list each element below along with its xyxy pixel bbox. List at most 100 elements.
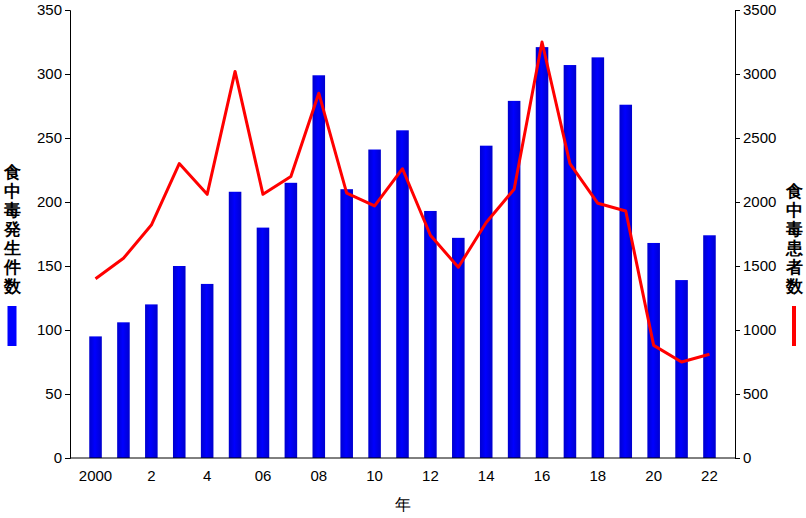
tick-label: 0 xyxy=(54,449,62,466)
bar xyxy=(703,235,716,458)
tick-label: 16 xyxy=(534,467,551,484)
tick-label: 200 xyxy=(37,193,62,210)
tick-label: 18 xyxy=(589,467,606,484)
legend-swatch xyxy=(792,306,796,346)
tick-mark xyxy=(65,330,70,331)
bar xyxy=(257,228,270,458)
tick-label: 06 xyxy=(255,467,272,484)
tick-label: 08 xyxy=(310,467,327,484)
bar xyxy=(424,211,437,458)
tick-label: 1000 xyxy=(743,321,776,338)
tick: 20 xyxy=(645,458,662,484)
tick-label: 20 xyxy=(645,467,662,484)
tick-mark xyxy=(65,266,70,267)
tick: 18 xyxy=(589,458,606,484)
tick-mark xyxy=(65,394,70,395)
y2-axis: 0 500 1000 1500 2000 2500 3000 3500 xyxy=(735,1,776,466)
tick: 4 xyxy=(203,458,211,484)
tick: 22 xyxy=(701,458,718,484)
tick-label: 2 xyxy=(147,467,155,484)
tick-mark xyxy=(735,330,740,331)
tick: 2 xyxy=(147,458,155,484)
tick-mark xyxy=(735,74,740,75)
tick-label: 350 xyxy=(37,1,62,18)
tick-mark xyxy=(65,10,70,11)
tick-label: 150 xyxy=(37,257,62,274)
tick-label: 500 xyxy=(743,385,768,402)
tick: 300 xyxy=(37,65,70,82)
tick: 08 xyxy=(310,458,327,484)
bar xyxy=(619,105,632,458)
tick-mark xyxy=(735,266,740,267)
tick: 2000 xyxy=(735,193,776,210)
tick: 350 xyxy=(37,1,70,18)
tick-label: 250 xyxy=(37,129,62,146)
tick: 3000 xyxy=(735,65,776,82)
tick: 50 xyxy=(45,385,70,402)
tick-label: 14 xyxy=(478,467,495,484)
tick-label: 2500 xyxy=(743,129,776,146)
tick-label: 0 xyxy=(743,449,751,466)
tick-label: 100 xyxy=(37,321,62,338)
axis-line xyxy=(70,458,735,459)
tick: 200 xyxy=(37,193,70,210)
tick: 100 xyxy=(37,321,70,338)
x-axis: 2000 2 4 06 08 10 12 14 16 18 20 22 xyxy=(70,458,735,484)
bar xyxy=(145,304,158,458)
bar xyxy=(368,150,381,458)
tick-label: 300 xyxy=(37,65,62,82)
bar xyxy=(564,65,577,458)
bar xyxy=(340,189,353,458)
tick-mark xyxy=(65,74,70,75)
tick-mark xyxy=(65,138,70,139)
tick: 3500 xyxy=(735,1,776,18)
tick-mark xyxy=(65,202,70,203)
bar xyxy=(313,75,326,458)
x-axis-title: 年 xyxy=(395,495,411,514)
tick: 150 xyxy=(37,257,70,274)
tick: 2000 xyxy=(79,458,112,484)
bar xyxy=(647,243,660,458)
y-axis: 0 50 100 150 200 250 300 350 xyxy=(37,1,71,466)
tick-label: 2000 xyxy=(743,193,776,210)
legend-swatch xyxy=(8,306,17,346)
tick-label: 1500 xyxy=(743,257,776,274)
bar xyxy=(536,47,549,458)
tick: 0 xyxy=(54,449,70,466)
tick-label: 3000 xyxy=(743,65,776,82)
tick-mark xyxy=(735,10,740,11)
tick-label: 50 xyxy=(45,385,62,402)
tick-label: 12 xyxy=(422,467,439,484)
tick-mark xyxy=(735,394,740,395)
bar xyxy=(592,57,605,458)
tick-label: 3500 xyxy=(743,1,776,18)
bar xyxy=(201,284,214,458)
tick-mark xyxy=(65,458,70,459)
tick: 0 xyxy=(735,449,751,466)
line xyxy=(96,42,710,362)
plot-area xyxy=(89,42,715,458)
tick: 1500 xyxy=(735,257,776,274)
tick: 1000 xyxy=(735,321,776,338)
tick: 2500 xyxy=(735,129,776,146)
bar xyxy=(675,280,688,458)
bar xyxy=(480,146,493,458)
tick-mark xyxy=(735,458,740,459)
tick: 16 xyxy=(534,458,551,484)
tick-label: 4 xyxy=(203,467,211,484)
bar xyxy=(173,266,186,458)
tick: 250 xyxy=(37,129,70,146)
tick: 14 xyxy=(478,458,495,484)
tick-label: 22 xyxy=(701,467,718,484)
tick-mark xyxy=(735,202,740,203)
axis-line xyxy=(65,11,71,459)
tick-label: 2000 xyxy=(79,467,112,484)
bar xyxy=(285,183,298,458)
tick: 12 xyxy=(422,458,439,484)
tick: 06 xyxy=(255,458,272,484)
axis-line xyxy=(736,11,741,459)
tick: 10 xyxy=(366,458,383,484)
tick-mark xyxy=(735,138,740,139)
series-title: 食中毒発生件数 xyxy=(3,162,22,296)
bar-series xyxy=(89,47,715,458)
